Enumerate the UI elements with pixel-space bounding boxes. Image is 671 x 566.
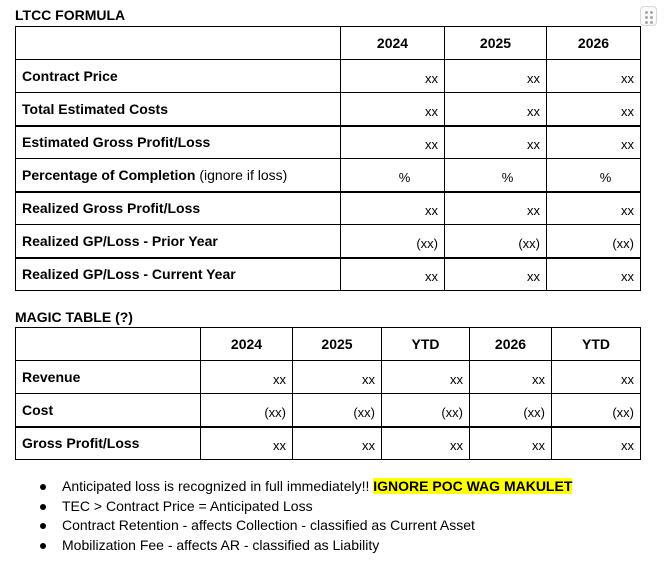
- table-row: Gross Profit/Loss xx xx xx xx xx: [15, 425, 641, 460]
- magic-table-heading: MAGIC TABLE (?): [15, 309, 133, 325]
- cell-value: %: [444, 158, 547, 192]
- table-header-row: 2024 2025 YTD 2026 YTD: [15, 327, 641, 361]
- cell-value: xx: [444, 190, 547, 225]
- column-header: YTD: [381, 327, 470, 361]
- cell-value: xx: [200, 360, 293, 394]
- cell-value: %: [340, 158, 445, 192]
- table-row: Realized GP/Loss - Prior Year (xx) (xx) …: [15, 224, 641, 258]
- table-row: Realized Gross Profit/Loss xx xx xx: [15, 190, 641, 225]
- note-text: Contract Retention - affects Collection …: [62, 517, 475, 533]
- column-header: 2025: [292, 327, 382, 361]
- cell-value: xx: [340, 256, 445, 291]
- corner-cell: [15, 26, 341, 60]
- table-row: Total Estimated Costs xx xx xx: [15, 92, 641, 126]
- note-text: TEC > Contract Price = Anticipated Loss: [62, 497, 313, 514]
- row-label: Estimated Gross Profit/Loss: [15, 124, 341, 159]
- ltcc-formula-table: 2024 2025 2026 Contract Price xx xx xx T…: [15, 26, 641, 291]
- cell-value: xx: [546, 59, 641, 93]
- cell-value: xx: [292, 360, 382, 394]
- drag-handle-icon[interactable]: [640, 6, 657, 26]
- corner-cell: [15, 327, 201, 361]
- highlighted-text: IGNORE POC WAG MAKULET: [373, 478, 573, 494]
- cell-value: xx: [340, 190, 445, 225]
- table-header-row: 2024 2025 2026: [15, 26, 641, 60]
- cell-value: (xx): [444, 224, 547, 258]
- cell-value: xx: [444, 59, 547, 93]
- cell-value: xx: [546, 256, 641, 291]
- row-label: Contract Price: [15, 59, 341, 93]
- table-row: Cost (xx) (xx) (xx) (xx) (xx): [15, 393, 641, 427]
- cell-value: xx: [444, 256, 547, 291]
- cell-value: xx: [469, 425, 552, 460]
- note-text: Mobilization Fee - affects AR - classifi…: [62, 536, 380, 553]
- table-row: Percentage of Completion (ignore if loss…: [15, 158, 641, 192]
- cell-value: xx: [381, 360, 470, 394]
- row-label: Realized Gross Profit/Loss: [15, 190, 341, 225]
- notes-list: Anticipated loss is recognized in full i…: [40, 477, 573, 556]
- cell-value: (xx): [469, 393, 552, 427]
- cell-value: (xx): [381, 393, 470, 427]
- cell-value: xx: [551, 360, 641, 394]
- cell-value: xx: [200, 425, 293, 460]
- cell-value: (xx): [200, 393, 293, 427]
- magic-table: 2024 2025 YTD 2026 YTD Revenue xx xx xx …: [15, 327, 641, 460]
- cell-value: xx: [381, 425, 470, 460]
- column-header: 2024: [200, 327, 293, 361]
- table-row: Contract Price xx xx xx: [15, 59, 641, 93]
- year-header: 2026: [546, 26, 641, 60]
- table-row: Estimated Gross Profit/Loss xx xx xx: [15, 124, 641, 159]
- row-label: Realized GP/Loss - Prior Year: [15, 224, 341, 258]
- row-label: Percentage of Completion (ignore if loss…: [15, 158, 341, 192]
- list-item: Anticipated loss is recognized in full i…: [40, 477, 573, 497]
- row-note: (ignore if loss): [199, 166, 288, 183]
- cell-value: xx: [546, 190, 641, 225]
- table-row: Realized GP/Loss - Current Year xx xx xx: [15, 256, 641, 291]
- year-header: 2025: [444, 26, 547, 60]
- cell-value: xx: [444, 124, 547, 159]
- row-label: Realized GP/Loss - Current Year: [15, 256, 341, 291]
- list-item: Mobilization Fee - affects AR - classifi…: [40, 536, 572, 556]
- cell-value: (xx): [340, 224, 445, 258]
- cell-value: xx: [292, 425, 382, 460]
- list-item: TEC > Contract Price = Anticipated Loss: [40, 497, 572, 517]
- cell-value: (xx): [551, 393, 641, 427]
- ltcc-formula-heading: LTCC FORMULA: [15, 7, 126, 23]
- cell-value: xx: [444, 92, 547, 126]
- table-row: Revenue xx xx xx xx xx: [15, 360, 641, 394]
- cell-value: xx: [546, 124, 641, 159]
- year-header: 2024: [340, 26, 445, 60]
- cell-value: xx: [340, 59, 445, 93]
- row-label-text: Percentage of Completion: [22, 166, 196, 183]
- cell-value: (xx): [292, 393, 382, 427]
- cell-value: xx: [340, 92, 445, 126]
- column-header: YTD: [551, 327, 641, 361]
- cell-value: xx: [546, 92, 641, 126]
- cell-value: xx: [551, 425, 641, 460]
- row-label: Cost: [15, 393, 201, 427]
- note-text: Anticipated loss is recognized in full i…: [62, 478, 374, 494]
- cell-value: %: [546, 158, 641, 192]
- row-label: Revenue: [15, 360, 201, 394]
- column-header: 2026: [469, 327, 552, 361]
- cell-value: xx: [340, 124, 445, 159]
- row-label: Gross Profit/Loss: [15, 425, 201, 460]
- cell-value: xx: [469, 360, 552, 394]
- list-item: Contract Retention - affects Collection …: [40, 516, 572, 536]
- row-label: Total Estimated Costs: [15, 92, 341, 126]
- cell-value: (xx): [546, 224, 641, 258]
